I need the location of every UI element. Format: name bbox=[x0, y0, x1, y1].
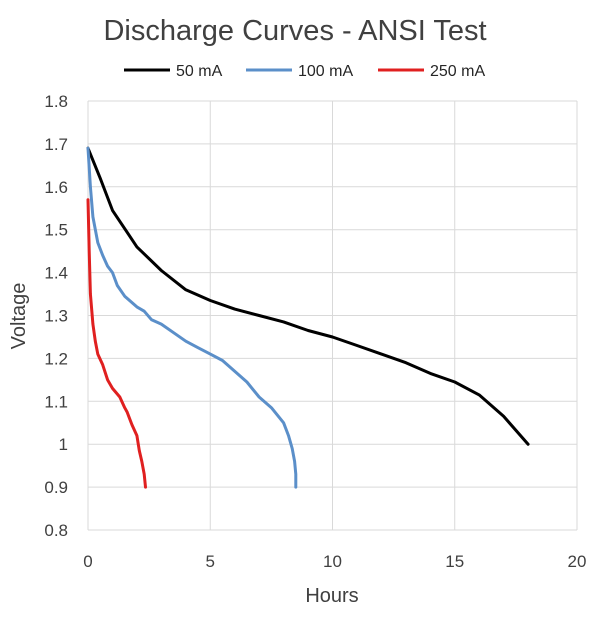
x-tick-label: 20 bbox=[568, 552, 587, 571]
legend-item: 250 mA bbox=[378, 63, 485, 80]
series-line-100-ma bbox=[86, 146, 298, 489]
y-tick-label: 1.7 bbox=[44, 135, 68, 154]
chart-series bbox=[86, 146, 530, 489]
y-axis-ticks: 0.8 0.9 1 1.1 1.2 1.3 1.4 1.5 1.6 1.7 1.8 bbox=[44, 92, 68, 540]
chart-title: Discharge Curves - ANSI Test bbox=[103, 15, 486, 47]
y-tick-label: 1.5 bbox=[44, 221, 68, 240]
chart-grid bbox=[87, 100, 578, 531]
y-tick-label: 1.6 bbox=[44, 178, 68, 197]
y-tick-label: 0.9 bbox=[44, 478, 68, 497]
series-line-50-ma bbox=[86, 146, 530, 446]
y-tick-label: 1 bbox=[59, 435, 68, 454]
legend-item: 50 mA bbox=[124, 63, 223, 80]
y-axis-label: Voltage bbox=[8, 283, 30, 350]
legend-label: 50 mA bbox=[176, 63, 223, 80]
x-tick-label: 5 bbox=[206, 552, 215, 571]
y-tick-label: 1.2 bbox=[44, 349, 68, 368]
y-tick-label: 0.8 bbox=[44, 521, 68, 540]
y-tick-label: 1.3 bbox=[44, 307, 68, 326]
x-axis-ticks: 0 5 10 15 20 bbox=[83, 552, 586, 571]
y-tick-label: 1.8 bbox=[44, 92, 68, 111]
x-tick-label: 15 bbox=[445, 552, 464, 571]
x-tick-label: 10 bbox=[323, 552, 342, 571]
y-tick-label: 1.1 bbox=[44, 392, 68, 411]
y-tick-label: 1.4 bbox=[44, 264, 68, 283]
x-tick-label: 0 bbox=[83, 552, 92, 571]
legend-item: 100 mA bbox=[246, 63, 353, 80]
series-line-250-ma bbox=[86, 198, 147, 489]
legend-label: 100 mA bbox=[298, 63, 353, 80]
chart-legend: 50 mA 100 mA 250 mA bbox=[124, 63, 485, 80]
legend-label: 250 mA bbox=[430, 63, 485, 80]
x-axis-label: Hours bbox=[305, 585, 358, 607]
